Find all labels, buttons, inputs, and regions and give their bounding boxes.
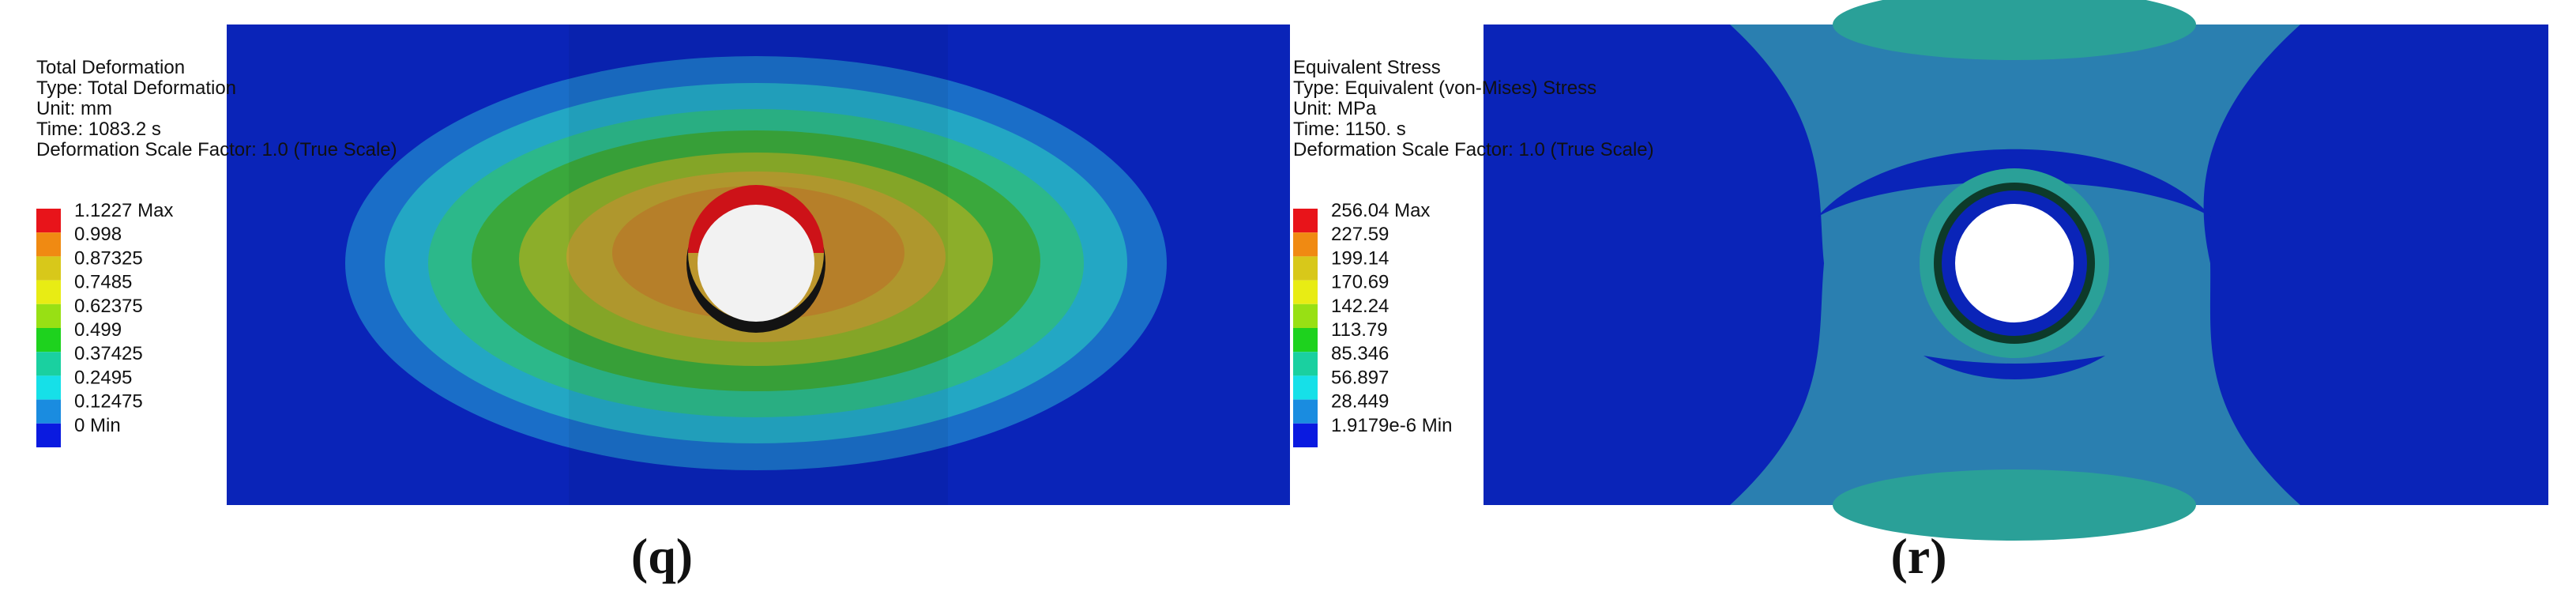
legend-label: 0.12475 [74, 391, 143, 413]
info-line: Deformation Scale Factor: 1.0 (True Scal… [36, 139, 397, 160]
legend-label: 199.14 [1331, 247, 1389, 269]
legend-swatch [36, 399, 61, 424]
legend-swatch [1293, 232, 1318, 257]
legend-label: 227.59 [1331, 224, 1389, 245]
legend-swatch [1293, 328, 1318, 353]
caption: (r) [1890, 528, 1946, 584]
info-line: Total Deformation [36, 57, 185, 78]
info-line: Type: Total Deformation [36, 77, 236, 99]
legend-label: 28.449 [1331, 391, 1389, 413]
legend-label: 0 Min [74, 415, 121, 436]
legend-swatch [36, 352, 61, 376]
legend-label: 0.998 [74, 224, 122, 245]
legend-swatch [1293, 423, 1318, 447]
legend-swatch [1293, 375, 1318, 400]
legend-label: 1.1227 Max [74, 200, 173, 221]
legend-swatch [36, 280, 61, 304]
legend-swatch [1293, 304, 1318, 328]
legend-swatch [36, 375, 61, 400]
info-line: Unit: mm [36, 98, 112, 119]
legend-swatch [36, 232, 61, 257]
legend-label: 85.346 [1331, 343, 1389, 364]
info-line: Type: Equivalent (von-Mises) Stress [1293, 77, 1596, 99]
legend-swatch [36, 304, 61, 328]
legend-label: 0.87325 [74, 247, 143, 269]
info-line: Unit: MPa [1293, 98, 1377, 119]
deformation-plot [227, 25, 1290, 505]
legend-swatch [1293, 256, 1318, 281]
legend-swatch [1293, 280, 1318, 304]
info-line: Time: 1083.2 s [36, 119, 161, 140]
legend-label: 256.04 Max [1331, 200, 1430, 221]
legend-swatch [36, 328, 61, 353]
info-line: Deformation Scale Factor: 1.0 (True Scal… [1293, 139, 1654, 160]
legend-label: 56.897 [1331, 367, 1389, 388]
legend-label: 142.24 [1331, 296, 1389, 317]
legend-label: 0.7485 [74, 272, 132, 293]
legend-label: 0.2495 [74, 367, 132, 388]
legend-label: 170.69 [1331, 272, 1389, 293]
legend-swatch [36, 209, 61, 233]
caption: (q) [631, 528, 693, 584]
legend-swatch [36, 423, 61, 447]
legend-label: 113.79 [1331, 319, 1388, 341]
info-line: Time: 1150. s [1293, 119, 1406, 140]
legend-swatch [1293, 352, 1318, 376]
legend-swatch [36, 256, 61, 281]
stress-plot [1484, 0, 2548, 541]
legend-swatch [1293, 209, 1318, 233]
legend-label: 1.9179e-6 Min [1331, 415, 1452, 436]
legend-label: 0.62375 [74, 296, 143, 317]
legend-label: 0.499 [74, 319, 122, 341]
legend-label: 0.37425 [74, 343, 143, 364]
legend-swatch [1293, 399, 1318, 424]
info-line: Equivalent Stress [1293, 57, 1441, 78]
